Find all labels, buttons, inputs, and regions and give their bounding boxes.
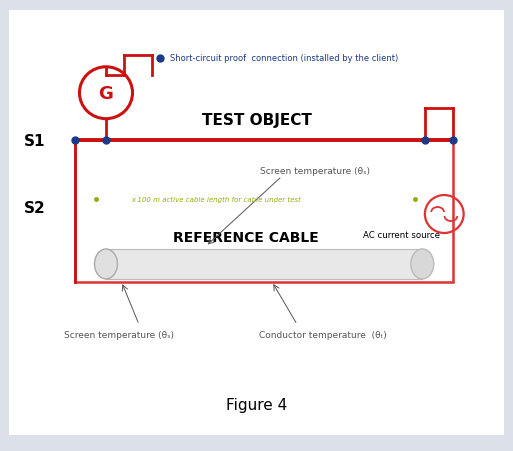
Text: Conductor temperature  (θₜ): Conductor temperature (θₜ): [259, 331, 387, 340]
Text: S1: S1: [24, 133, 45, 148]
Text: REFERENCE CABLE: REFERENCE CABLE: [173, 231, 319, 245]
Text: Figure 4: Figure 4: [226, 397, 287, 412]
Text: x 100 m active cable length for cable under test: x 100 m active cable length for cable un…: [131, 197, 301, 202]
Ellipse shape: [411, 249, 434, 279]
Text: Screen temperature (θₛ): Screen temperature (θₛ): [260, 166, 370, 175]
Bar: [106, 249, 422, 279]
Text: G: G: [98, 84, 113, 102]
Text: TEST OBJECT: TEST OBJECT: [202, 112, 311, 127]
Text: AC current source: AC current source: [363, 231, 441, 240]
Text: Short-circuit proof  connection (installed by the client): Short-circuit proof connection (installe…: [170, 54, 398, 63]
Bar: [75, 141, 453, 283]
Text: Screen temperature (θₛ): Screen temperature (θₛ): [64, 331, 174, 340]
Text: S2: S2: [24, 201, 46, 216]
Ellipse shape: [94, 249, 117, 279]
